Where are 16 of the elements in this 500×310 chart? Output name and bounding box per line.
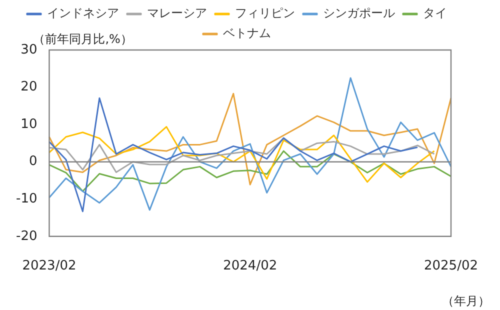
- y-tick-label: 30: [20, 42, 38, 58]
- y-tick-label: 10: [20, 116, 38, 132]
- y-tick-label: 20: [20, 80, 38, 95]
- legend-label: ベトナム: [223, 26, 271, 40]
- legend-label: フィリピン: [235, 6, 295, 20]
- legend-label: インドネシア: [47, 6, 119, 20]
- y-tick-label: -10: [16, 191, 38, 206]
- x-tick-label: 2024/02: [223, 258, 278, 274]
- legend-label: マレーシア: [147, 6, 207, 20]
- y-tick-label: 0: [28, 154, 38, 170]
- x-axis-title: （年月）: [442, 294, 490, 308]
- x-tick-label: 2023/02: [22, 258, 76, 274]
- legend-label: タイ: [423, 6, 447, 20]
- x-tick-label: 2025/02: [424, 258, 478, 274]
- legend-label: シンガポール: [323, 6, 395, 20]
- y-tick-label: -20: [16, 228, 38, 244]
